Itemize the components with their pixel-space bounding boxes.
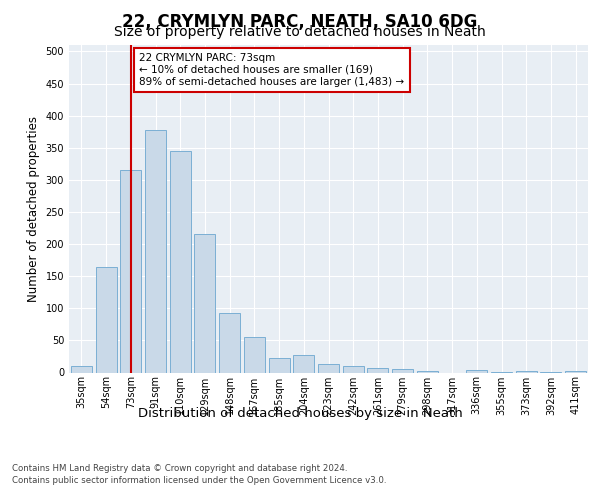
Bar (392, 370, 413, 372)
Text: Contains HM Land Registry data © Crown copyright and database right 2024.: Contains HM Land Registry data © Crown c… (12, 464, 347, 473)
Bar (318, 364, 339, 372)
Text: Size of property relative to detached houses in Neath: Size of property relative to detached ho… (114, 25, 486, 39)
Bar (343, 366, 364, 372)
Text: Contains public sector information licensed under the Open Government Licence v3: Contains public sector information licen… (12, 476, 386, 485)
Bar (516, 370, 537, 372)
Bar (244, 337, 265, 372)
Text: Distribution of detached houses by size in Neath: Distribution of detached houses by size … (137, 408, 463, 420)
Bar (219, 313, 240, 372)
Bar (466, 370, 487, 372)
Bar (269, 358, 290, 372)
Y-axis label: Number of detached properties: Number of detached properties (27, 116, 40, 302)
Bar (71, 366, 92, 372)
Text: 22, CRYMLYN PARC, NEATH, SA10 6DG: 22, CRYMLYN PARC, NEATH, SA10 6DG (122, 12, 478, 30)
Bar (194, 234, 215, 372)
Bar (120, 170, 141, 372)
Text: 22 CRYMLYN PARC: 73sqm
← 10% of detached houses are smaller (169)
89% of semi-de: 22 CRYMLYN PARC: 73sqm ← 10% of detached… (139, 54, 404, 86)
Bar (293, 355, 314, 372)
Bar (417, 370, 438, 372)
Bar (367, 368, 388, 372)
Bar (170, 151, 191, 372)
Bar (565, 370, 586, 372)
Bar (145, 130, 166, 372)
Bar (95, 266, 116, 372)
